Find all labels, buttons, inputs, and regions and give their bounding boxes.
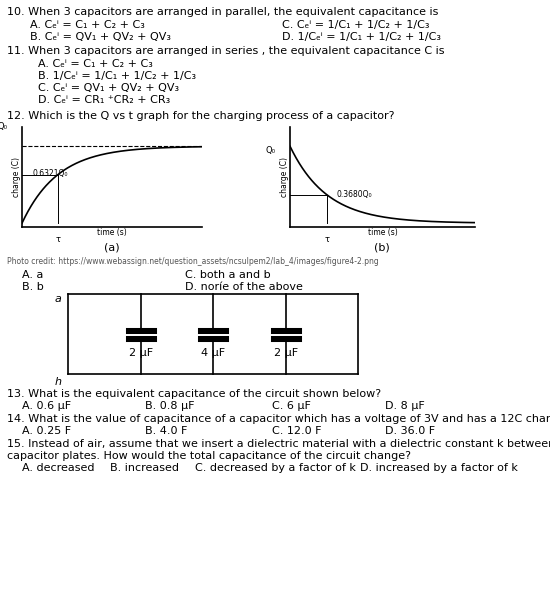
Text: h: h (55, 377, 62, 387)
Text: Q₀: Q₀ (0, 122, 8, 132)
Text: 0.6321Q₀: 0.6321Q₀ (33, 169, 68, 178)
Text: C. Cₑⁱ = QV₁ + QV₂ + QV₃: C. Cₑⁱ = QV₁ + QV₂ + QV₃ (38, 83, 179, 93)
Text: (b): (b) (374, 243, 390, 253)
Text: a: a (55, 294, 62, 304)
Text: A. 0.25 F: A. 0.25 F (22, 426, 71, 436)
Text: D. Cₑⁱ = CR₁ ⁺CR₂ + CR₃: D. Cₑⁱ = CR₁ ⁺CR₂ + CR₃ (38, 95, 170, 105)
Text: Q₀: Q₀ (265, 145, 275, 155)
Text: A. Cₑⁱ = C₁ + C₂ + C₃: A. Cₑⁱ = C₁ + C₂ + C₃ (30, 20, 145, 30)
Text: C. both a and b: C. both a and b (185, 270, 271, 280)
Text: 10. When 3 capacitors are arranged in parallel, the equivalent capacitance is: 10. When 3 capacitors are arranged in pa… (7, 7, 438, 17)
Text: 0.3680Q₀: 0.3680Q₀ (336, 190, 372, 199)
Text: C. 6 μF: C. 6 μF (272, 401, 311, 411)
Text: A. 0.6 μF: A. 0.6 μF (22, 401, 71, 411)
Text: τ: τ (56, 235, 60, 244)
Text: B. Cₑⁱ = QV₁ + QV₂ + QV₃: B. Cₑⁱ = QV₁ + QV₂ + QV₃ (30, 32, 171, 42)
Text: B. 0.8 μF: B. 0.8 μF (145, 401, 195, 411)
Text: τ: τ (324, 235, 329, 244)
Text: 11. When 3 capacitors are arranged in series , the equivalent capacitance C is: 11. When 3 capacitors are arranged in se… (7, 46, 444, 56)
Text: B. 1/Cₑⁱ = 1/C₁ + 1/C₂ + 1/C₃: B. 1/Cₑⁱ = 1/C₁ + 1/C₂ + 1/C₃ (38, 71, 196, 81)
Text: (a): (a) (104, 243, 120, 253)
Text: C. Cₑⁱ = 1/C₁ + 1/C₂ + 1/C₃: C. Cₑⁱ = 1/C₁ + 1/C₂ + 1/C₃ (282, 20, 430, 30)
Text: D. 1/Cₑⁱ = 1/C₁ + 1/C₂ + 1/C₃: D. 1/Cₑⁱ = 1/C₁ + 1/C₂ + 1/C₃ (282, 32, 441, 42)
X-axis label: time (s): time (s) (367, 228, 397, 238)
Text: 4 μF: 4 μF (201, 348, 225, 358)
X-axis label: time (s): time (s) (97, 228, 127, 238)
Text: A. decreased: A. decreased (22, 463, 95, 473)
Text: A. a: A. a (22, 270, 43, 280)
Text: B. 4.0 F: B. 4.0 F (145, 426, 188, 436)
Y-axis label: charge (C): charge (C) (12, 157, 20, 197)
Text: 2 μF: 2 μF (129, 348, 153, 358)
Text: Photo credit: https://www.webassign.net/question_assets/ncsulpem2/lab_4/images/f: Photo credit: https://www.webassign.net/… (7, 257, 379, 266)
Text: A. Cₑⁱ = C₁ + C₂ + C₃: A. Cₑⁱ = C₁ + C₂ + C₃ (38, 59, 153, 69)
Text: 15. Instead of air, assume that we insert a dielectric material with a dielectri: 15. Instead of air, assume that we inser… (7, 439, 550, 449)
Text: 13. What is the equivalent capacitance of the circuit shown below?: 13. What is the equivalent capacitance o… (7, 389, 381, 399)
Text: D. 8 μF: D. 8 μF (385, 401, 425, 411)
Text: C. decreased by a factor of k: C. decreased by a factor of k (195, 463, 356, 473)
Text: C. 12.0 F: C. 12.0 F (272, 426, 322, 436)
Text: capacitor plates. How would the total capacitance of the circuit change?: capacitor plates. How would the total ca… (7, 451, 411, 461)
Text: B. increased: B. increased (110, 463, 179, 473)
Text: D. noríe of the above: D. noríe of the above (185, 282, 303, 292)
Text: D. increased by a factor of k: D. increased by a factor of k (360, 463, 518, 473)
Text: 2 μF: 2 μF (274, 348, 298, 358)
Text: 14. What is the value of capacitance of a capacitor which has a voltage of 3V an: 14. What is the value of capacitance of … (7, 414, 550, 424)
Text: D. 36.0 F: D. 36.0 F (385, 426, 435, 436)
Text: B. b: B. b (22, 282, 44, 292)
Text: 12. Which is the Q vs t graph for the charging process of a capacitor?: 12. Which is the Q vs t graph for the ch… (7, 111, 394, 121)
Y-axis label: charge (C): charge (C) (279, 157, 289, 197)
